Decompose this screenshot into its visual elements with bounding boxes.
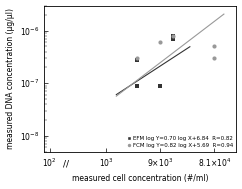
Text: //: //	[63, 160, 69, 169]
Point	[171, 34, 175, 37]
Point	[135, 84, 139, 87]
Point	[171, 34, 175, 37]
Y-axis label: measured DNA concentration (μg/μl): measured DNA concentration (μg/μl)	[6, 8, 15, 149]
Point	[158, 84, 162, 87]
Point	[158, 41, 162, 44]
Legend: EFM log Y=0.70 log X+6.84  R=0.82, FCM log Y=0.82 log X+5.69  R=0.94: EFM log Y=0.70 log X+6.84 R=0.82, FCM lo…	[126, 136, 234, 149]
Point	[171, 37, 175, 40]
Point	[212, 57, 216, 60]
Point	[135, 58, 139, 61]
Point	[212, 45, 216, 48]
X-axis label: measured cell concentration (#/ml): measured cell concentration (#/ml)	[72, 174, 209, 184]
Point	[135, 57, 139, 60]
